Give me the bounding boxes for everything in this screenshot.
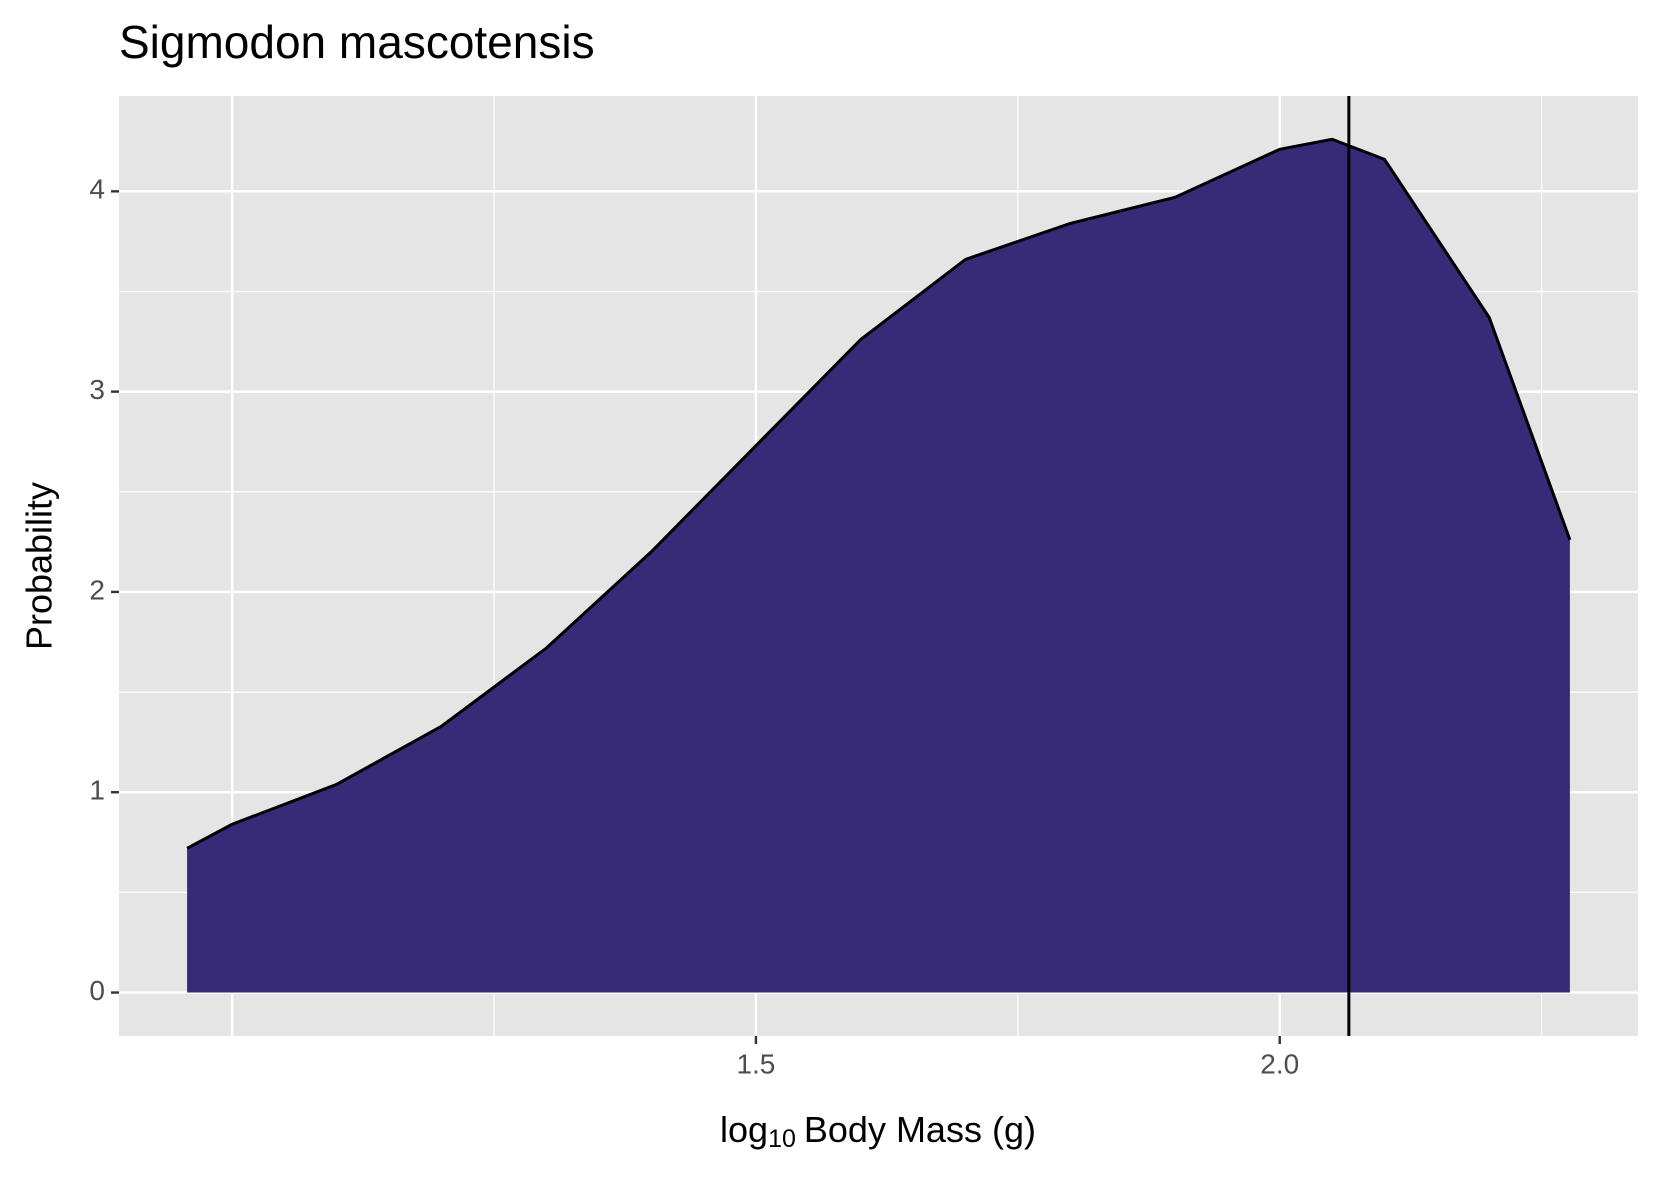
x-tick-label: 1.5 xyxy=(736,1048,775,1079)
y-tick-label: 2 xyxy=(89,574,105,605)
chart-title: Sigmodon mascotensis xyxy=(119,16,595,68)
y-axis-label: Probability xyxy=(19,482,60,650)
x-label-rest: Body Mass (g) xyxy=(804,1109,1036,1150)
y-tick-label: 1 xyxy=(89,775,105,806)
y-tick-label: 0 xyxy=(89,975,105,1006)
x-tick-label: 2.0 xyxy=(1260,1048,1299,1079)
x-axis-label: log10 Body Mass (g) xyxy=(720,1109,1036,1153)
x-label-base: log xyxy=(720,1109,768,1150)
density-line xyxy=(186,137,1572,850)
density-area xyxy=(187,139,1570,993)
x-label-subscript: 10 xyxy=(768,1125,796,1153)
y-tick-label: 4 xyxy=(89,174,105,205)
y-tick-label: 3 xyxy=(89,374,105,405)
